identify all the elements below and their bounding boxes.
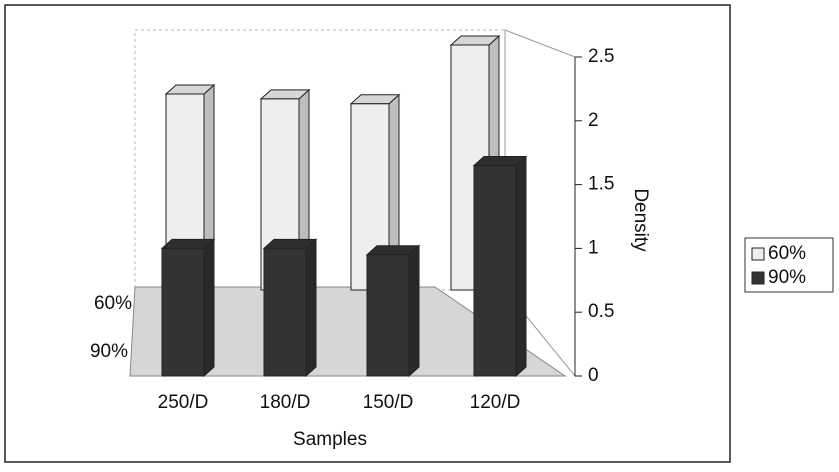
y-axis-title: Density [630, 188, 651, 252]
y-tick-label: 1.5 [588, 174, 614, 195]
legend-swatch [751, 271, 765, 285]
bar-side [305, 238, 317, 378]
bar [263, 247, 307, 377]
x-tick-label: 150/D [363, 392, 414, 413]
bar-top [365, 245, 421, 256]
bar [161, 247, 205, 377]
y-tick-label: 0 [588, 365, 599, 386]
x-tick-label: 250/D [158, 392, 209, 413]
legend-label: 90% [768, 267, 806, 288]
x-tick-label: 180/D [260, 392, 311, 413]
y-tick-label: 2 [588, 110, 599, 131]
depth-label: 90% [90, 341, 128, 362]
bar-side [515, 155, 527, 378]
y-tick-label: 2.5 [588, 46, 614, 67]
legend-label: 60% [768, 243, 806, 264]
x-axis-title: Samples [293, 429, 367, 450]
floor [129, 286, 567, 377]
bar-side [203, 238, 215, 378]
bar-side [408, 244, 420, 378]
bar-top [262, 238, 318, 249]
depth-label: 60% [94, 293, 132, 314]
y-tick-label: 1 [588, 237, 599, 258]
x-tick-label: 120/D [470, 392, 521, 413]
legend-swatch [751, 247, 765, 261]
bar [473, 164, 517, 377]
bar [366, 254, 410, 377]
bar-top [160, 238, 216, 249]
y-tick-label: 0.5 [588, 301, 614, 322]
bar-top [472, 155, 528, 166]
